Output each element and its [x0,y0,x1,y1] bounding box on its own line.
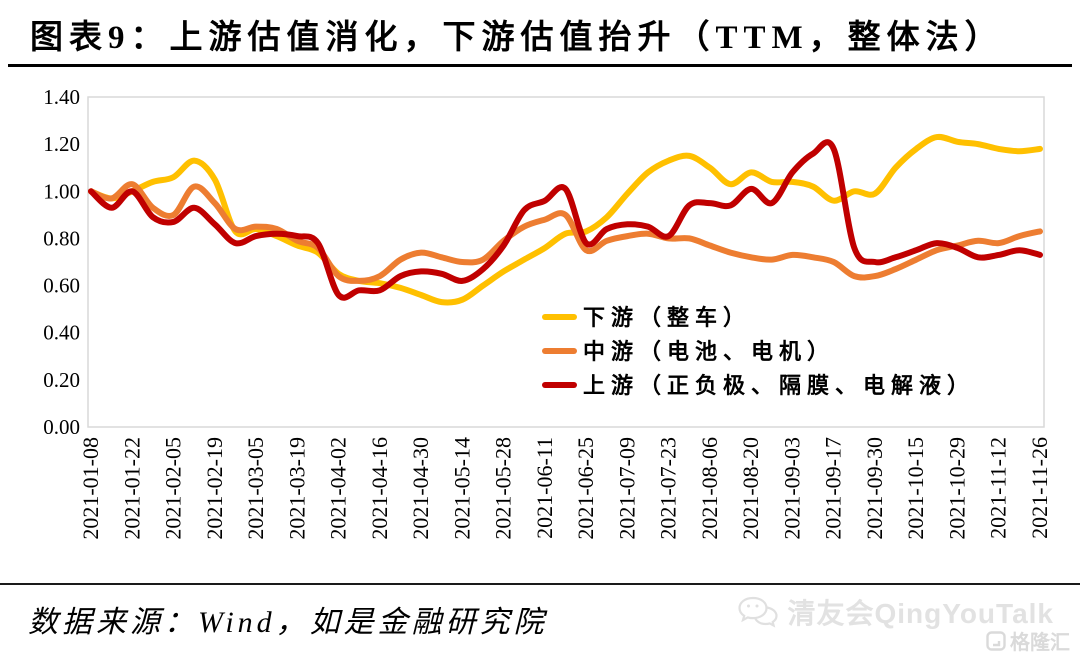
gelonghui-logo: 格隆汇 [986,626,1070,654]
watermark: 清友会QingYouTalk [737,592,1054,632]
x-tick-label: 2021-09-30 [862,437,887,540]
y-tick-label: 1.20 [43,132,80,156]
x-tick-label: 2021-05-14 [449,437,474,540]
title-divider [8,64,1072,67]
wechat-icon [738,596,779,628]
legend-label-upstream: 上游（正负极、隔膜、电解液） [583,373,975,398]
x-tick-label: 2021-08-06 [697,437,722,540]
x-tick-label: 2021-05-28 [491,437,516,540]
x-tick-label: 2021-10-15 [903,437,928,540]
x-tick-label: 2021-10-29 [944,437,969,540]
x-tick-label: 2021-02-19 [202,437,227,540]
x-tick-label: 2021-02-05 [161,437,186,540]
x-tick-label: 2021-07-09 [614,437,639,540]
y-tick-label: 1.40 [43,85,80,109]
y-tick-label: 0.20 [43,368,80,392]
series-line-midstream [88,181,1043,284]
legend-label-midstream: 中游（电池、电机） [583,339,835,364]
y-tick-label: 0.80 [43,226,80,250]
y-tick-label: 0.00 [43,415,80,439]
data-source-text: 数据来源：Wind，如是金融研究院 [28,606,548,639]
x-tick-label: 2021-04-02 [326,437,351,540]
gelonghui-text: 格隆汇 [1010,632,1070,654]
legend-label-downstream: 下游（整车） [583,305,751,330]
x-tick-label: 2021-06-11 [532,437,557,539]
x-tick-label: 2021-07-23 [656,437,681,540]
footer-divider [0,583,1080,585]
y-tick-label: 0.60 [43,274,80,298]
x-tick-label: 2021-04-30 [408,437,433,540]
x-tick-label: 2021-06-25 [573,437,598,540]
x-tick-label: 2021-01-08 [78,437,103,540]
x-tick-label: 2021-09-03 [779,437,804,540]
x-tick-label: 2021-03-05 [243,437,268,540]
y-tick-label: 0.40 [43,321,80,345]
page-title: 图表9：上游估值消化，下游估值抬升（TTM，整体法） [30,20,1004,56]
series-line-downstream [88,133,1043,306]
watermark-text: 清友会QingYouTalk [787,598,1054,629]
y-tick-label: 1.00 [43,179,80,203]
x-tick-label: 2021-09-17 [821,437,846,540]
series-line-upstream [88,139,1043,301]
plot-border [87,96,1045,428]
x-tick-label: 2021-11-12 [986,437,1011,539]
x-tick-label: 2021-11-26 [1027,437,1052,539]
chart-area: 0.00 0.20 0.40 0.60 0.80 1.00 1.20 1.40 2021-01-… [0,70,1080,582]
x-tick-label: 2021-04-16 [367,437,392,540]
x-tick-label: 2021-08-20 [738,437,763,540]
x-tick-label: 2021-01-22 [119,437,144,540]
gelonghui-icon [986,630,1006,651]
valuation-line-chart: 0.00 0.20 0.40 0.60 0.80 1.00 1.20 1.40 2021-01-… [43,85,1052,540]
x-tick-label: 2021-03-19 [284,437,309,540]
